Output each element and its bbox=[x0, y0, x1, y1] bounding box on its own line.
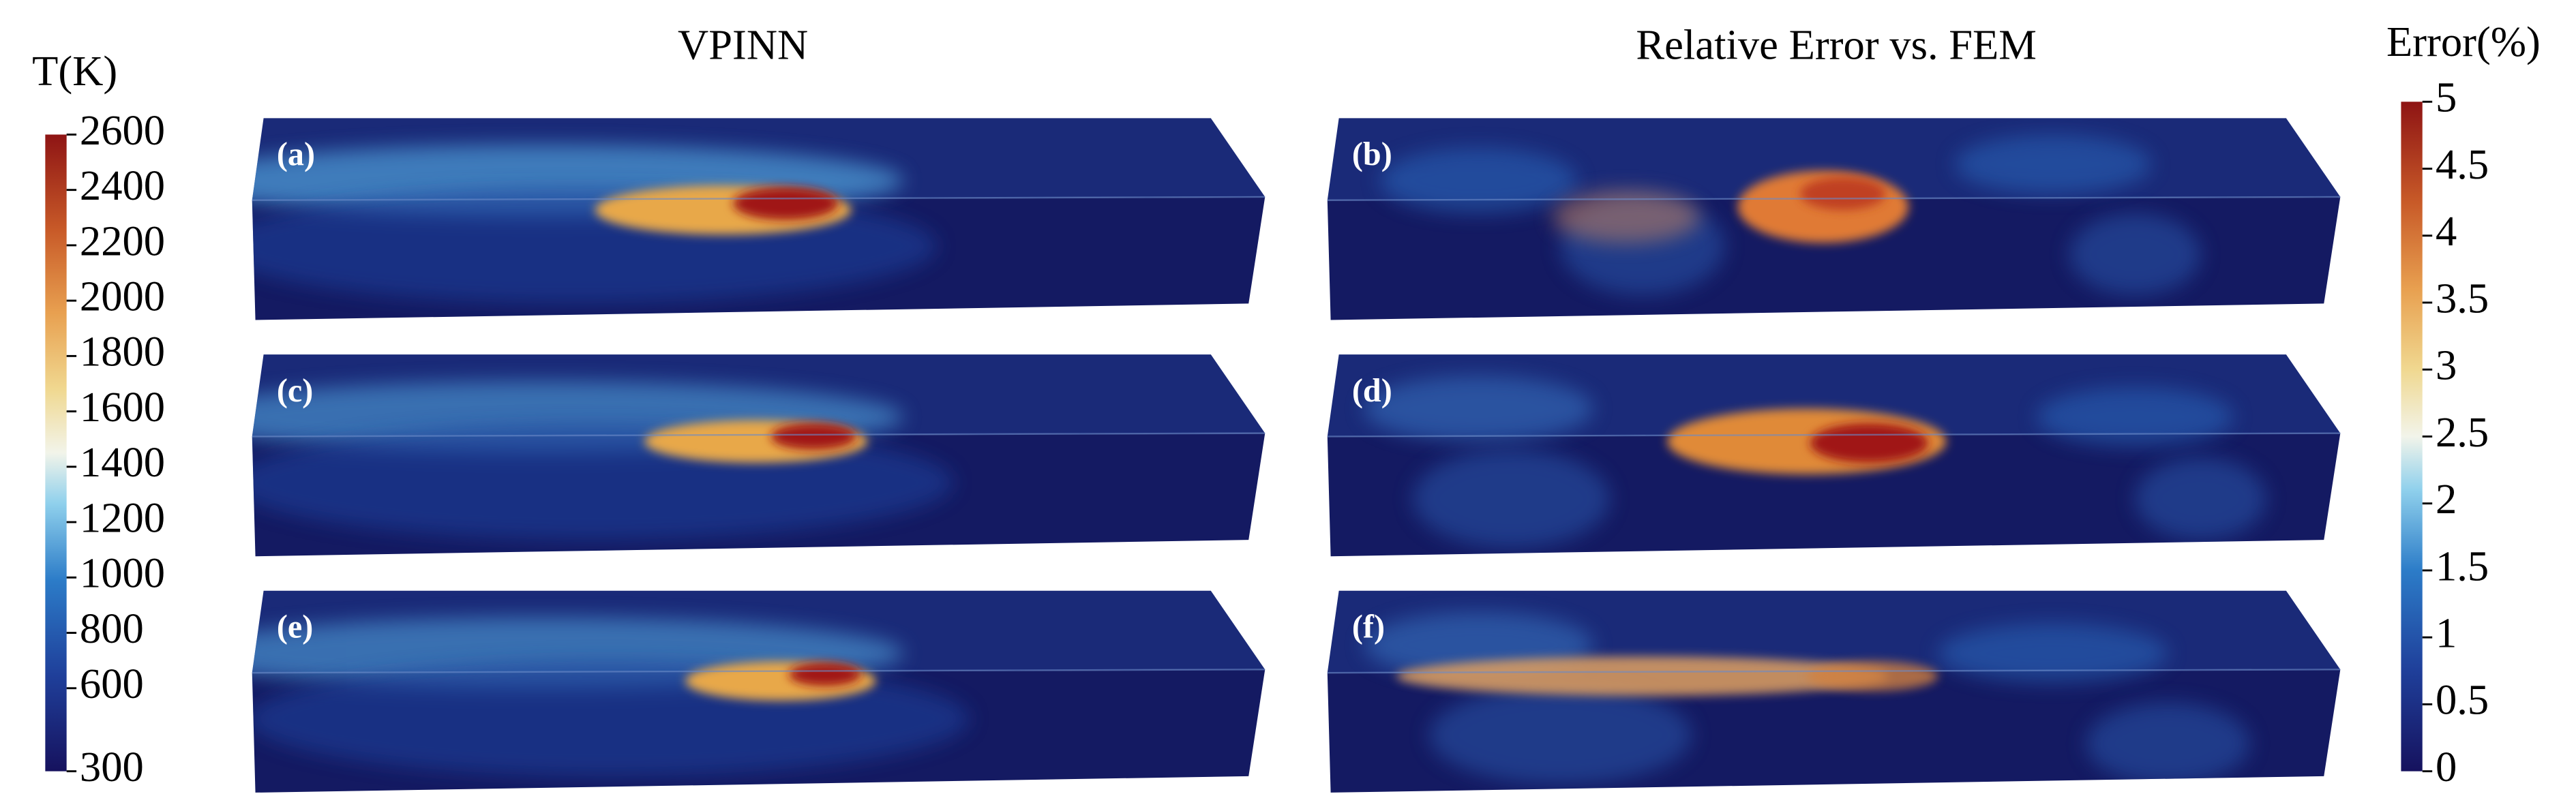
panel: (e) bbox=[252, 590, 1265, 793]
field-blob bbox=[2036, 387, 2234, 446]
tick-label: 4.5 bbox=[2436, 140, 2489, 188]
error-colorbar bbox=[2401, 102, 2423, 772]
field-blob bbox=[2069, 213, 2201, 296]
panel-label: (f) bbox=[1352, 609, 1385, 645]
panel-label: (d) bbox=[1352, 373, 1392, 409]
panel-label: (a) bbox=[277, 136, 315, 172]
tick-label: 2000 bbox=[80, 272, 165, 320]
edge bbox=[1327, 432, 2341, 438]
field-blob bbox=[2135, 457, 2266, 540]
field-blob bbox=[1552, 190, 1701, 243]
field bbox=[1363, 376, 2266, 549]
field bbox=[1363, 612, 2250, 784]
panel: (f) bbox=[1327, 590, 2341, 793]
edge bbox=[252, 196, 1265, 201]
field bbox=[1379, 134, 2201, 296]
panel: (b) bbox=[1327, 118, 2341, 320]
field-blob bbox=[1954, 134, 2152, 194]
tick-label: 800 bbox=[80, 605, 144, 652]
panel-label: (c) bbox=[277, 373, 313, 409]
field-blob bbox=[1363, 376, 1593, 442]
panel: (d) bbox=[1327, 354, 2341, 557]
tick-label: 2600 bbox=[80, 106, 165, 154]
panel-label: (b) bbox=[1352, 136, 1392, 172]
panel: (c) bbox=[252, 354, 1265, 557]
panel: (a) bbox=[252, 118, 1265, 320]
field-blob bbox=[1396, 656, 1889, 696]
tick-label: 2400 bbox=[80, 162, 165, 209]
panel-label: (e) bbox=[277, 609, 313, 645]
field-blob bbox=[1938, 623, 2168, 683]
tick-label: 2 bbox=[2436, 475, 2457, 523]
tick-label: 300 bbox=[80, 743, 144, 791]
left-title: VPINN bbox=[678, 21, 808, 69]
tick-label: 2200 bbox=[80, 217, 165, 264]
field-blob bbox=[733, 187, 839, 220]
edge bbox=[252, 669, 1265, 674]
tick-label: 0 bbox=[2436, 743, 2457, 791]
field-blob bbox=[789, 662, 861, 686]
tick-label: 1000 bbox=[80, 549, 165, 597]
field-blob bbox=[1429, 686, 1692, 784]
tick-label: 1.5 bbox=[2436, 542, 2489, 590]
tick-label: 0.5 bbox=[2436, 676, 2489, 724]
edge bbox=[1327, 196, 2341, 201]
field-blob bbox=[1379, 147, 1577, 214]
right-title: Relative Error vs. FEM bbox=[1636, 21, 2037, 69]
field-blob bbox=[770, 423, 856, 450]
field-blob bbox=[1800, 177, 1886, 211]
tick-label: 5 bbox=[2436, 74, 2457, 121]
error-label: Error(%) bbox=[2386, 18, 2541, 65]
tick-label: 1600 bbox=[80, 383, 165, 431]
field-blob bbox=[1810, 423, 1929, 463]
tick-label: 1400 bbox=[80, 438, 165, 486]
tick-label: 1800 bbox=[80, 328, 165, 376]
temperature-label: T(K) bbox=[32, 47, 117, 95]
field-blob bbox=[2086, 702, 2250, 784]
field-blob bbox=[1412, 449, 1610, 549]
tick-label: 1 bbox=[2436, 609, 2457, 657]
tick-label: 3.5 bbox=[2436, 274, 2489, 322]
field-blob bbox=[1806, 661, 1938, 691]
field bbox=[252, 617, 970, 776]
tick-label: 4 bbox=[2436, 207, 2457, 255]
edge bbox=[252, 432, 1265, 438]
tick-label: 3 bbox=[2436, 341, 2457, 389]
tick-label: 1200 bbox=[80, 493, 165, 541]
tick-label: 600 bbox=[80, 660, 144, 707]
edge bbox=[1327, 669, 2341, 674]
tick-label: 2.5 bbox=[2436, 408, 2489, 456]
temperature-colorbar bbox=[45, 134, 67, 772]
